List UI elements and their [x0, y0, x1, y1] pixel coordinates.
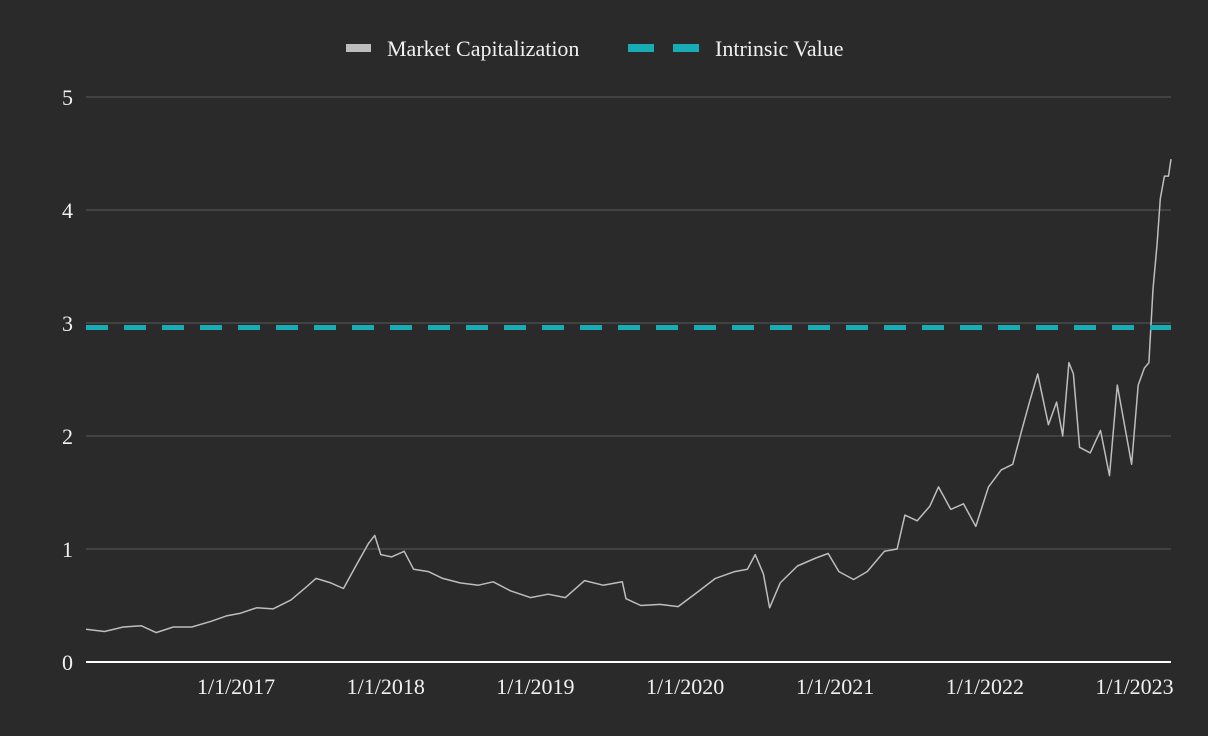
x-tick-label-1-1-2021: 1/1/2021 [796, 674, 874, 699]
x-tick-label-1-1-2022: 1/1/2022 [946, 674, 1024, 699]
legend-swatch-market-cap [346, 44, 371, 52]
x-tick-label-1-1-2017: 1/1/2017 [197, 674, 275, 699]
y-tick-label-3: 3 [62, 311, 73, 336]
legend-swatch-intrinsic-value-1 [628, 44, 654, 52]
series-lines [85, 158, 1172, 634]
legend: Market Capitalization Intrinsic Value [346, 36, 844, 61]
x-tick-label-1-1-2019: 1/1/2019 [496, 674, 574, 699]
axes: 0 1 2 3 4 5 1/1/2017 1/1/2018 1/1/2019 1/1/2020 1/… [62, 85, 1174, 699]
y-tick-label-5: 5 [62, 85, 73, 110]
y-tick-label-0: 0 [62, 650, 73, 675]
y-tick-label-2: 2 [62, 424, 73, 449]
y-tick-label-1: 1 [62, 537, 73, 562]
series-line-market-capitalization [85, 158, 1172, 634]
legend-label-intrinsic-value: Intrinsic Value [715, 36, 844, 61]
x-tick-label-1-1-2023: 1/1/2023 [1095, 674, 1173, 699]
grid-lines [86, 96, 1171, 550]
legend-swatch-intrinsic-value-2 [673, 44, 699, 52]
x-tick-label-1-1-2020: 1/1/2020 [646, 674, 724, 699]
x-tick-label-1-1-2018: 1/1/2018 [347, 674, 425, 699]
y-tick-label-4: 4 [62, 198, 73, 223]
legend-label-market-cap: Market Capitalization [387, 36, 579, 61]
